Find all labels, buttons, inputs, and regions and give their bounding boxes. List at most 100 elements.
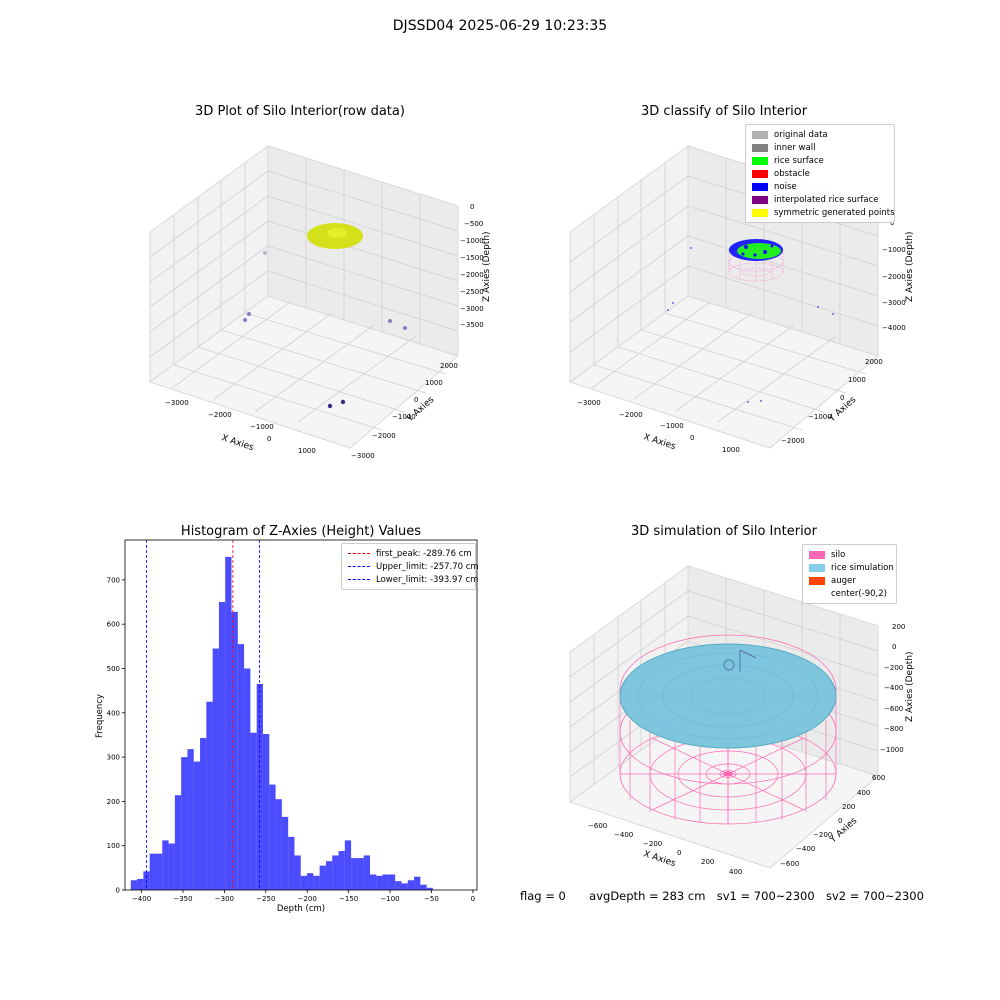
histogram-bar — [137, 878, 144, 890]
p1-ztick: −3500 — [460, 321, 484, 329]
p2-ytick: 2000 — [865, 358, 883, 366]
p1-xtick: 0 — [267, 435, 271, 443]
histogram-bar — [426, 887, 433, 890]
p4-xtick: 200 — [701, 858, 714, 866]
p2-xtick: −2000 — [619, 411, 643, 419]
legend-label: noise — [774, 181, 797, 192]
p2-xtick: 1000 — [722, 446, 740, 454]
p1-ztick: 0 — [470, 203, 474, 211]
histogram-bar — [363, 855, 370, 890]
p4-ztick: −600 — [884, 705, 903, 713]
legend-swatch — [752, 169, 768, 178]
p2-legend-item: symmetric generated points — [752, 206, 895, 219]
p4-rice-mesh — [620, 644, 836, 748]
histogram-bar — [338, 851, 345, 890]
p1-ztick: −2500 — [460, 288, 484, 296]
p1-ztick: −1500 — [460, 254, 484, 262]
p4-ytick: 0 — [838, 817, 842, 825]
panel4-title: 3D simulation of Silo Interior — [631, 524, 817, 539]
p4-legend-item: center(-90,2) — [809, 587, 890, 600]
p4-ztick: −1000 — [880, 746, 904, 754]
histogram-xtick-label: −100 — [380, 895, 399, 903]
histogram-bar — [250, 732, 257, 890]
p1-ztick: −2000 — [460, 271, 484, 279]
histogram-ytick-label: 0 — [116, 887, 120, 895]
p2-floor-pane — [568, 295, 880, 449]
p2-ztick: −1000 — [882, 246, 906, 254]
legend-label: first_peak: -289.76 cm — [376, 548, 472, 559]
legend-label: rice surface — [774, 155, 824, 166]
legend-label: interpolated rice surface — [774, 194, 879, 205]
p4-ytick: −200 — [813, 831, 832, 839]
p2-ytick: −1000 — [808, 413, 832, 421]
p2-ztick: −2000 — [882, 273, 906, 281]
p2-xlabel: X Axies — [642, 432, 677, 452]
legend-swatch — [752, 143, 768, 152]
legend-label: Upper_limit: -257.70 cm — [376, 561, 479, 572]
histogram-bar — [262, 734, 270, 890]
p1-ytick: 1000 — [425, 379, 443, 387]
p4-xtick: −200 — [643, 840, 662, 848]
histogram-xtick-label: −400 — [132, 895, 151, 903]
legend-swatch — [752, 156, 768, 165]
legend-swatch — [809, 550, 825, 559]
histogram-xtick-label: −350 — [173, 895, 192, 903]
histogram-bar — [420, 884, 427, 890]
histogram-bar — [407, 880, 415, 890]
histogram-bar — [281, 816, 289, 890]
p2-legend-item: interpolated rice surface — [752, 193, 888, 206]
legend-label: symmetric generated points — [774, 207, 895, 218]
p2-legend-item: original data — [752, 128, 888, 141]
legend-label: center(-90,2) — [831, 588, 887, 599]
sv2-text: sv2 = 700~2300 — [825, 889, 924, 903]
histogram-xlabel: Depth (cm) — [277, 904, 325, 914]
p4-ytick: 400 — [857, 789, 870, 797]
legend-swatch — [809, 590, 825, 598]
p1-ytick: −1000 — [392, 413, 416, 421]
legend-line — [348, 553, 370, 554]
histogram-xtick-label: −300 — [215, 895, 234, 903]
histogram-bar — [237, 644, 245, 890]
histogram-ytick-label: 700 — [107, 576, 120, 584]
histogram-bar — [225, 556, 232, 890]
p1-xtick: −3000 — [165, 399, 189, 407]
p2-ztick: −3000 — [882, 299, 906, 307]
histogram-yticks: 0 100 200 300 400 500 600 700 — [107, 576, 125, 895]
p1-outlier-points — [243, 251, 407, 409]
p4-legend-item: silo — [809, 548, 890, 561]
p4-ytick: 200 — [842, 803, 855, 811]
p1-xtick: 1000 — [298, 447, 316, 455]
p4-ztick: 200 — [892, 623, 905, 631]
legend-label: silo — [831, 549, 846, 560]
histogram-bar — [244, 668, 251, 890]
legend-label: obstacle — [774, 168, 810, 179]
p1-gridlines — [149, 158, 459, 431]
flag-text: flag = 0 — [520, 889, 566, 903]
p2-xtick: −1000 — [660, 422, 684, 430]
p2-legend: original data inner wall rice surface ob… — [745, 124, 895, 223]
p2-legend-item: rice surface — [752, 154, 888, 167]
legend-swatch — [809, 576, 825, 585]
p4-xtick: −600 — [588, 822, 607, 830]
p4-ztick: −800 — [884, 725, 903, 733]
legend-label: Lower_limit: -393.97 cm — [376, 574, 479, 585]
histogram-xtick-label: −150 — [339, 895, 358, 903]
histogram-ytick-label: 200 — [107, 798, 120, 806]
histogram-bar — [319, 865, 326, 890]
legend-line — [348, 566, 370, 567]
histogram-legend-item: first_peak: -289.76 cm — [348, 547, 472, 560]
p4-ytick: 600 — [872, 774, 885, 782]
p2-ytick: −2000 — [781, 437, 805, 445]
p2-rice-surface — [737, 243, 781, 259]
p2-legend-item: noise — [752, 180, 888, 193]
p2-xtick: −3000 — [577, 399, 601, 407]
histogram-ytick-label: 500 — [107, 665, 120, 673]
p4-ytick: −400 — [796, 845, 815, 853]
panel1-title: 3D Plot of Silo Interior(row data) — [195, 104, 405, 119]
histogram-ytick-label: 400 — [107, 709, 120, 717]
histogram-bar — [187, 749, 194, 890]
sv1-text: sv1 = 700~2300 — [716, 889, 815, 903]
histogram-ytick-label: 300 — [107, 754, 120, 762]
legend-swatch — [752, 182, 768, 191]
histogram-bar — [401, 883, 408, 890]
